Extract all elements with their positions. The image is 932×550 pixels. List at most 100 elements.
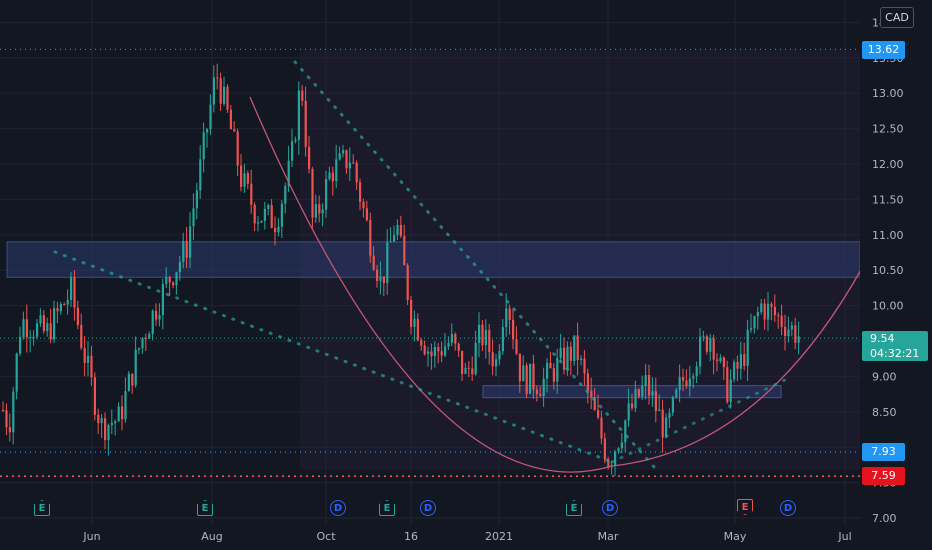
candle-up	[267, 205, 270, 209]
time-tick-label: Jul	[837, 530, 851, 543]
candle-down	[233, 129, 236, 132]
candle-down	[372, 255, 375, 270]
candle-down	[777, 315, 780, 317]
candle-down	[355, 162, 358, 183]
candle-up	[59, 303, 62, 312]
candle-down	[682, 377, 685, 381]
candle-down	[535, 389, 538, 395]
candle-up	[348, 162, 351, 169]
earnings-icon[interactable]: E	[566, 500, 582, 516]
upcoming-earnings-icon[interactable]: E	[737, 499, 753, 515]
earnings-icon[interactable]: E	[34, 500, 50, 516]
candle-down	[525, 365, 528, 394]
candle-down	[345, 150, 348, 169]
candle-down	[301, 90, 304, 102]
candle-down	[274, 227, 277, 233]
earnings-icon[interactable]: E	[197, 500, 213, 516]
candle-down	[716, 359, 719, 362]
candle-up	[719, 357, 722, 362]
candle-up	[624, 420, 627, 443]
candle-up	[338, 153, 341, 160]
candle-down	[437, 346, 440, 352]
dividend-icon[interactable]: D	[780, 500, 796, 516]
candle-down	[743, 354, 746, 366]
candle-up	[573, 335, 576, 361]
candle-up	[223, 86, 226, 104]
time-tick-label: Jun	[82, 530, 100, 543]
candle-down	[104, 418, 107, 441]
candle-up	[148, 333, 151, 339]
candle-down	[246, 173, 249, 184]
candle-up	[328, 172, 331, 180]
candle-up	[22, 319, 25, 338]
candle-down	[359, 182, 362, 202]
candle-up	[634, 389, 637, 409]
candle-up	[66, 300, 69, 305]
candle-up	[175, 272, 178, 286]
candle-up	[620, 442, 623, 449]
candle-up	[450, 333, 453, 343]
candle-up	[396, 225, 399, 236]
time-tick-label: Oct	[316, 530, 336, 543]
candle-down	[423, 345, 426, 354]
current-price-badge: 9.54 04:32:21	[862, 331, 928, 361]
price-tick-label: 11.50	[872, 193, 904, 206]
candle-up	[671, 397, 674, 413]
candle-down	[780, 315, 783, 327]
candle-up	[753, 316, 756, 329]
candle-down	[597, 410, 600, 418]
candle-down	[420, 340, 423, 346]
high-price-badge: 13.62	[862, 41, 905, 59]
candle-up	[478, 324, 481, 343]
current-price: 9.54	[870, 332, 895, 345]
currency-label[interactable]: CAD	[880, 7, 914, 28]
price-tick-label: 11.00	[872, 229, 904, 242]
candle-up	[484, 330, 487, 346]
candle-down	[457, 343, 460, 351]
candle-down	[440, 351, 443, 356]
candle-down	[76, 307, 79, 326]
candle-down	[481, 324, 484, 346]
dividend-icon[interactable]: D	[420, 500, 436, 516]
time-axis[interactable]: Jun Aug Oct 16 2021 Mar May Jul	[82, 530, 851, 543]
time-tick-label: Aug	[201, 530, 222, 543]
candle-up	[335, 159, 338, 182]
candle-up	[124, 391, 127, 420]
candle-up	[464, 367, 467, 374]
candle-up	[70, 276, 73, 301]
candle-up	[767, 303, 770, 320]
candle-down	[770, 303, 773, 307]
candle-up	[474, 342, 477, 375]
candle-up	[675, 389, 678, 398]
candle-up	[665, 417, 668, 438]
dividend-icon[interactable]: D	[330, 500, 346, 516]
candle-down	[318, 204, 321, 214]
candle-up	[501, 327, 504, 352]
trend-line-diagonal	[53, 250, 614, 464]
candle-down	[83, 347, 86, 363]
dividend-icon[interactable]: D	[602, 500, 618, 516]
zones	[6, 50, 861, 470]
candle-up	[688, 378, 691, 387]
candle-up	[797, 336, 800, 343]
candle-down	[90, 355, 93, 378]
candle-down	[121, 406, 124, 420]
candle-down	[240, 165, 243, 187]
earnings-icon[interactable]: E	[379, 500, 395, 516]
candle-up	[127, 373, 130, 392]
candle-up	[178, 261, 181, 273]
candle-up	[182, 240, 185, 262]
candle-up	[141, 338, 144, 349]
candle-down	[362, 201, 365, 209]
candle-down	[722, 357, 725, 368]
candle-down	[539, 394, 542, 397]
candle-down	[586, 373, 589, 391]
candle-down	[144, 338, 147, 340]
candle-down	[42, 315, 45, 332]
candle-down	[576, 335, 579, 361]
candle-down	[784, 326, 787, 337]
candle-down	[593, 397, 596, 411]
candle-down	[603, 438, 606, 460]
candle-down	[705, 336, 708, 352]
